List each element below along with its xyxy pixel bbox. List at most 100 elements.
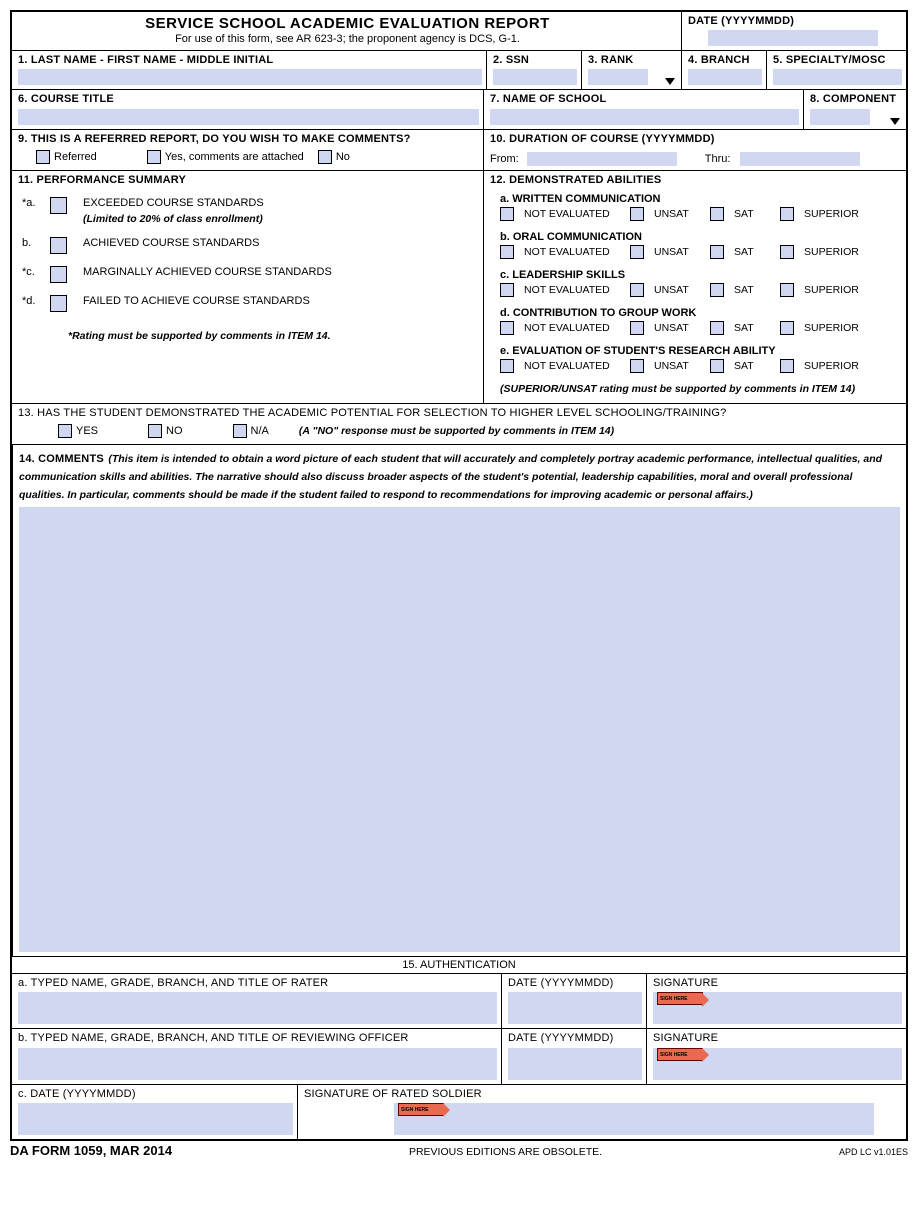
checkbox-no[interactable] [318, 150, 332, 164]
cb-e-not[interactable] [500, 359, 514, 373]
sign-flag-icon[interactable]: SIGN HERE [657, 1048, 703, 1061]
cb-c-sat[interactable] [710, 283, 724, 297]
cb-c-sup[interactable] [780, 283, 794, 297]
sign-flag-icon[interactable]: SIGN HERE [657, 992, 703, 1005]
opt-c-not: NOT EVALUATED [524, 284, 624, 296]
cb-a-not[interactable] [500, 207, 514, 221]
label-potential: 13. HAS THE STUDENT DEMONSTRATED THE ACA… [18, 407, 902, 420]
opt-b-sat: SAT [734, 246, 774, 258]
opt-d-sat: SAT [734, 322, 774, 334]
input-from[interactable] [527, 152, 677, 166]
field-ssn: 2. SSN [486, 50, 581, 89]
field-branch: 4. BRANCH [681, 50, 766, 89]
input-reviewer[interactable] [18, 1048, 497, 1080]
ability-oral: b. ORAL COMMUNICATION NOT EVALUATED UNSA… [500, 231, 902, 259]
field-rater: a. TYPED NAME, GRADE, BRANCH, AND TITLE … [12, 973, 501, 1028]
footer-center: PREVIOUS EDITIONS ARE OBSOLETE. [409, 1146, 602, 1158]
ability-a-title: a. WRITTEN COMMUNICATION [500, 193, 902, 205]
cb-a-unsat[interactable] [630, 207, 644, 221]
text-no-potential: NO [166, 425, 183, 437]
field-reviewer-sig: SIGNATURE SIGN HERE [646, 1028, 906, 1083]
cb-b-sat[interactable] [710, 245, 724, 259]
component-dropdown-icon[interactable] [890, 118, 900, 125]
cb-b-not[interactable] [500, 245, 514, 259]
perf-b-letter: b. [22, 237, 50, 249]
checkbox-exceeded[interactable] [50, 197, 67, 214]
field-comments: 14. COMMENTS (This item is intended to o… [12, 444, 906, 956]
cb-b-unsat[interactable] [630, 245, 644, 259]
input-specialty[interactable] [773, 69, 902, 85]
checkbox-yes-comments[interactable] [147, 150, 161, 164]
input-rater[interactable] [18, 992, 497, 1024]
opt-d-sup: SUPERIOR [804, 322, 859, 334]
input-thru[interactable] [740, 152, 860, 166]
footer-left: DA FORM 1059, MAR 2014 [10, 1143, 172, 1158]
date-cell: DATE (YYYYMMDD) [681, 12, 906, 50]
cb-c-not[interactable] [500, 283, 514, 297]
footer-right: APD LC v1.01ES [839, 1147, 908, 1157]
text-na: N/A [251, 425, 269, 437]
label-ssn: 2. SSN [493, 54, 577, 67]
label-rater-sig: SIGNATURE [653, 977, 902, 990]
cb-e-unsat[interactable] [630, 359, 644, 373]
input-school[interactable] [490, 109, 799, 125]
input-rater-date[interactable] [508, 992, 642, 1024]
opt-c-unsat: UNSAT [654, 284, 704, 296]
checkbox-failed[interactable] [50, 295, 67, 312]
checkbox-achieved[interactable] [50, 237, 67, 254]
input-soldier-sig[interactable]: SIGN HERE [394, 1103, 874, 1135]
label-soldier-date: c. DATE (YYYYMMDD) [18, 1088, 136, 1100]
date-input[interactable] [708, 30, 878, 46]
cb-d-unsat[interactable] [630, 321, 644, 335]
field-name: 1. LAST NAME - FIRST NAME - MIDDLE INITI… [12, 50, 486, 89]
input-reviewer-date[interactable] [508, 1048, 642, 1080]
label-thru: Thru: [705, 153, 731, 165]
text-yes-comments: Yes, comments are attached [165, 151, 304, 163]
rank-dropdown-icon[interactable] [665, 78, 675, 85]
input-course-title[interactable] [18, 109, 479, 125]
field-reviewer-date: DATE (YYYYMMDD) [501, 1028, 646, 1083]
input-name[interactable] [18, 69, 482, 85]
input-component[interactable] [810, 109, 870, 125]
text-no: No [336, 151, 350, 163]
perf-d-letter: *d. [22, 295, 50, 307]
opt-e-sat: SAT [734, 360, 774, 372]
cb-a-sup[interactable] [780, 207, 794, 221]
ability-written: a. WRITTEN COMMUNICATION NOT EVALUATED U… [500, 193, 902, 221]
textarea-comments[interactable] [19, 507, 900, 952]
input-rater-sig[interactable]: SIGN HERE [653, 992, 902, 1024]
field-rater-date: DATE (YYYYMMDD) [501, 973, 646, 1028]
cb-d-sat[interactable] [710, 321, 724, 335]
field-rater-sig: SIGNATURE SIGN HERE [646, 973, 906, 1028]
checkbox-referred[interactable] [36, 150, 50, 164]
field-reviewer: b. TYPED NAME, GRADE, BRANCH, AND TITLE … [12, 1028, 501, 1083]
label-rater: a. TYPED NAME, GRADE, BRANCH, AND TITLE … [18, 977, 497, 990]
text-yes: YES [76, 425, 98, 437]
cb-e-sup[interactable] [780, 359, 794, 373]
input-soldier-date[interactable] [18, 1103, 293, 1135]
label-duration: 10. DURATION OF COURSE (YYYYMMDD) [490, 133, 715, 145]
cb-d-sup[interactable] [780, 321, 794, 335]
form-subtitle: For use of this form, see AR 623-3; the … [18, 33, 677, 45]
label-school: 7. NAME OF SCHOOL [490, 93, 799, 106]
perf-b-text: ACHIEVED COURSE STANDARDS [83, 237, 259, 249]
opt-c-sup: SUPERIOR [804, 284, 859, 296]
input-reviewer-sig[interactable]: SIGN HERE [653, 1048, 902, 1080]
comments-instructions: (This item is intended to obtain a word … [19, 453, 882, 501]
checkbox-potential-na[interactable] [233, 424, 247, 438]
ability-e-title: e. EVALUATION OF STUDENT'S RESEARCH ABIL… [500, 345, 902, 357]
opt-e-unsat: UNSAT [654, 360, 704, 372]
sign-flag-icon[interactable]: SIGN HERE [398, 1103, 444, 1116]
input-branch[interactable] [688, 69, 762, 85]
input-rank[interactable] [588, 69, 648, 85]
checkbox-marginal[interactable] [50, 266, 67, 283]
input-ssn[interactable] [493, 69, 577, 85]
cb-a-sat[interactable] [710, 207, 724, 221]
checkbox-potential-no[interactable] [148, 424, 162, 438]
cb-c-unsat[interactable] [630, 283, 644, 297]
cb-b-sup[interactable] [780, 245, 794, 259]
cb-d-not[interactable] [500, 321, 514, 335]
checkbox-potential-yes[interactable] [58, 424, 72, 438]
label-abilities: 12. DEMONSTRATED ABILITIES [490, 174, 902, 187]
cb-e-sat[interactable] [710, 359, 724, 373]
